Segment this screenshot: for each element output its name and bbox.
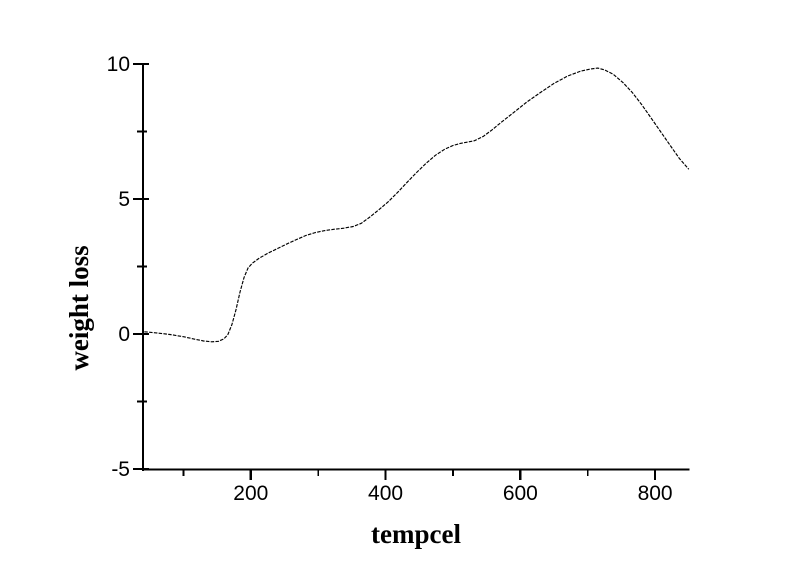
axis-spines	[141, 63, 690, 471]
x-tick-label: 200	[233, 482, 268, 505]
y-tick-label: 5	[118, 188, 130, 211]
y-axis-title: weight loss	[64, 245, 94, 370]
y-tick-label: 10	[107, 53, 130, 76]
x-tick-label: 800	[638, 482, 673, 505]
axis-ticks	[133, 62, 657, 480]
axis-tick-labels: 10 5 0 -5 200 400 600 800	[107, 53, 673, 505]
x-tick-label: 400	[368, 482, 403, 505]
y-tick-label: 0	[118, 323, 130, 346]
x-axis-title: tempcel	[371, 519, 461, 549]
x-tick-label: 600	[503, 482, 538, 505]
weight-loss-curve	[144, 67, 690, 343]
y-tick-label: -5	[111, 458, 130, 481]
